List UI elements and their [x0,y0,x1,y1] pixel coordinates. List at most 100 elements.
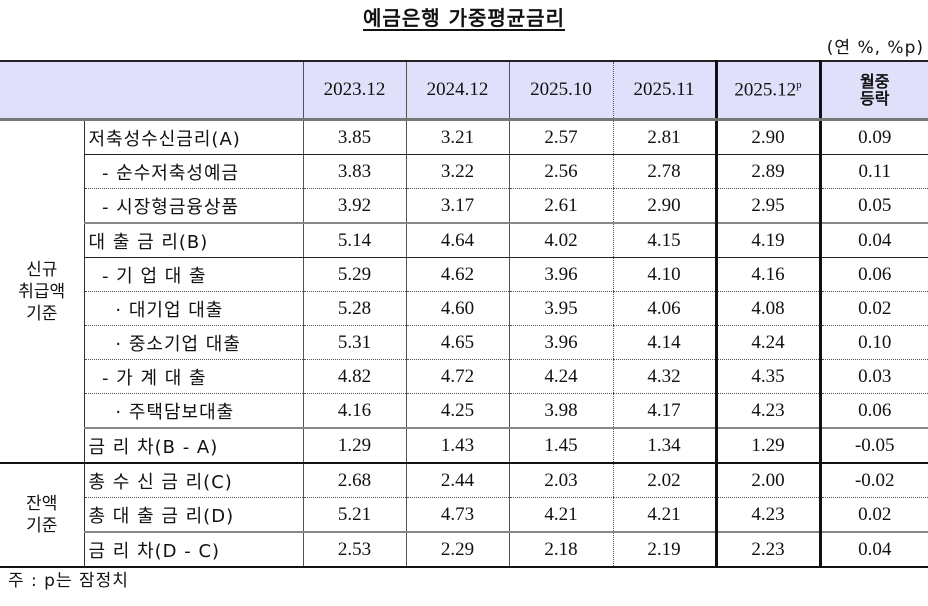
cell: 0.06 [819,257,928,292]
header-col-2024-12: 2024.12 [405,60,509,121]
row-label: 저축성수신금리(A) [83,119,303,155]
cell: 4.16 [714,257,822,292]
interest-rate-table: 2023.12 2024.12 2025.10 2025.11 2025.12p… [0,60,928,568]
table-row: 금 리 차(B - A) 1.29 1.43 1.45 1.34 1.29 -0… [0,428,928,464]
cell: 0.02 [819,497,928,533]
cell: 2.78 [612,154,716,189]
cell: 4.32 [612,359,716,394]
header-col-2025-10: 2025.10 [508,60,613,121]
cell: -0.02 [819,463,928,498]
page-title: 예금은행 가중평균금리 [0,2,928,31]
header-col-monthly-change: 월중 등락 [820,60,928,121]
cell: 3.85 [302,119,406,155]
group-label: 잔액 [26,494,58,514]
title-text: 예금은행 가중평균금리 [363,6,565,30]
table-row: 신규 취급액 기준 저축성수신금리(A) 3.85 3.21 2.57 2.81 2… [0,119,928,464]
cell: 0.11 [819,154,928,189]
cell: 4.06 [612,291,716,326]
header-blank [0,60,303,121]
cell: 3.96 [508,325,613,360]
cell: 1.29 [714,428,822,464]
cell: 4.17 [612,393,716,429]
cell: 5.28 [302,291,406,326]
cell: 1.43 [405,428,509,464]
table-row: · 대기업 대출 5.28 4.60 3.95 4.06 4.08 0.02 [0,291,928,326]
cell: 2.68 [302,463,406,498]
cell: -0.05 [819,428,928,464]
row-label: - 시장형금융상품 [83,188,303,224]
cell: 3.96 [508,257,613,292]
table-row: - 순수저축성예금 3.83 3.22 2.56 2.78 2.89 0.11 [0,154,928,189]
cell: 2.02 [612,463,716,498]
cell: 0.02 [819,291,928,326]
cell: 0.05 [819,188,928,224]
cell: 2.53 [302,532,406,568]
unit-label: (연 %, %p) [826,38,924,58]
row-label: - 기 업 대 출 [83,257,303,292]
cell: 2.61 [508,188,613,224]
cell: 4.62 [405,257,509,292]
group-label: 신규 [26,259,58,280]
cell: 3.83 [302,154,406,189]
cell: 4.60 [405,291,509,326]
cell: 4.14 [612,325,716,360]
cell: 4.23 [714,497,822,533]
footnote: 주 : p는 잠정치 [8,571,129,591]
cell: 3.17 [405,188,509,224]
row-label: 총 수 신 금 리(C) [83,463,303,498]
header-col-2025-12-text: 2025.12 [734,79,797,101]
group-new-business: 신규 취급액 기준 [0,119,84,464]
change-label-line1: 월중 [860,72,890,91]
cell: 4.21 [508,497,613,533]
cell: 4.02 [508,223,613,258]
cell: 4.21 [612,497,716,533]
cell: 5.29 [302,257,406,292]
header-row: 2023.12 2024.12 2025.10 2025.11 2025.12p… [0,60,928,121]
cell: 1.34 [612,428,716,464]
cell: 1.29 [302,428,406,464]
group-label: 기준 [26,516,58,536]
cell: 4.24 [508,359,613,394]
cell: 2.90 [612,188,716,224]
table-row: 총 대 출 금 리(D) 5.21 4.73 4.21 4.21 4.23 0.… [0,497,928,533]
group-label: 기준 [26,303,58,324]
provisional-mark: p [796,78,802,91]
cell: 5.14 [302,223,406,258]
cell: 3.95 [508,291,613,326]
cell: 4.72 [405,359,509,394]
row-label: - 순수저축성예금 [83,154,303,189]
cell: 4.10 [612,257,716,292]
cell: 4.65 [405,325,509,360]
cell: 4.16 [302,393,406,429]
table-row: 잔액 기준 총 수 신 금 리(C) 2.68 2.44 2.03 2.02 2.… [0,463,928,568]
cell: 1.45 [508,428,613,464]
cell: 5.31 [302,325,406,360]
row-label: · 중소기업 대출 [83,325,303,360]
cell: 2.23 [714,532,822,568]
cell: 2.03 [508,463,613,498]
row-label: 금 리 차(D - C) [83,532,303,568]
group-outstanding: 잔액 기준 [0,463,84,568]
cell: 2.57 [508,119,613,155]
cell: 4.19 [714,223,822,258]
cell: 2.44 [405,463,509,498]
table-row: - 가 계 대 출 4.82 4.72 4.24 4.32 4.35 0.03 [0,359,928,394]
cell: 4.23 [714,393,822,429]
row-label: 대 출 금 리(B) [83,223,303,258]
row-label: 금 리 차(B - A) [83,428,303,464]
table-row: · 주택담보대출 4.16 4.25 3.98 4.17 4.23 0.06 [0,393,928,429]
cell: 4.25 [405,393,509,429]
cell: 4.08 [714,291,822,326]
cell: 4.24 [714,325,822,360]
table-row: 대 출 금 리(B) 5.14 4.64 4.02 4.15 4.19 0.04 [0,223,928,258]
header-col-2023-12: 2023.12 [302,60,406,121]
cell: 0.09 [819,119,928,155]
row-label: 총 대 출 금 리(D) [83,497,303,533]
cell: 4.73 [405,497,509,533]
cell: 4.15 [612,223,716,258]
cell: 4.82 [302,359,406,394]
group-label: 취급액 [18,281,66,302]
header-col-2025-11: 2025.11 [612,60,716,121]
cell: 4.35 [714,359,822,394]
cell: 2.00 [714,463,822,498]
